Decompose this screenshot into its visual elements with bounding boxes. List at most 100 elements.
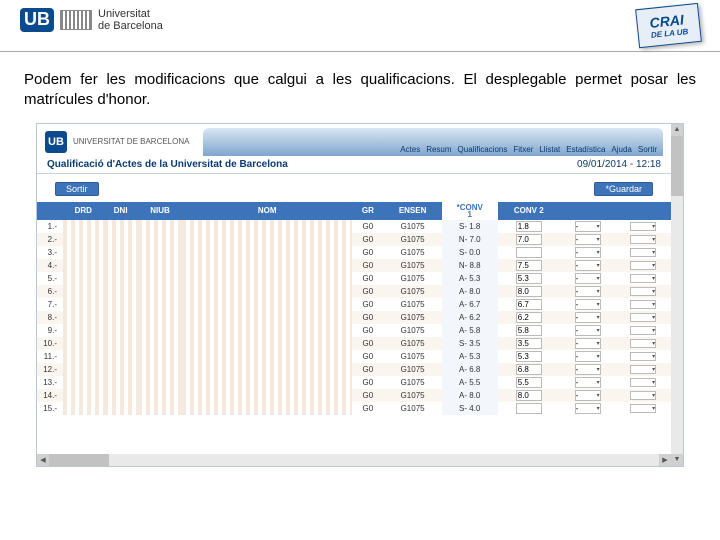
niub-cell: [138, 376, 182, 389]
honor-dropdown[interactable]: -: [575, 338, 601, 349]
grade-input[interactable]: [516, 312, 542, 323]
ub-logo-mark: UB: [20, 8, 54, 32]
row-index: 12.-: [37, 363, 63, 376]
drd-cell: [63, 272, 104, 285]
sortir-button[interactable]: Sortir: [55, 182, 99, 196]
row-index: 7.-: [37, 298, 63, 311]
drd-cell: [63, 324, 104, 337]
vertical-scrollbar[interactable]: ▲ ▼: [671, 124, 683, 466]
honor-dropdown[interactable]: -: [575, 273, 601, 284]
honor-dropdown[interactable]: -: [575, 260, 601, 271]
honor-cell: -: [560, 363, 616, 376]
grade-input[interactable]: [516, 273, 542, 284]
extra-dropdown[interactable]: [630, 235, 656, 244]
extra-dropdown[interactable]: [630, 404, 656, 413]
honor-cell: -: [560, 350, 616, 363]
honor-cell: -: [560, 233, 616, 246]
menu-item-fitxer[interactable]: Fitxer: [513, 145, 533, 154]
drd-cell: [63, 298, 104, 311]
scroll-left-arrow-icon[interactable]: ◀: [37, 454, 49, 466]
drd-cell: [63, 350, 104, 363]
scroll-right-arrow-icon[interactable]: ▶: [659, 454, 671, 466]
extra-dropdown[interactable]: [630, 326, 656, 335]
row-index: 8.-: [37, 311, 63, 324]
menu-item-estadística[interactable]: Estadística: [566, 145, 605, 154]
grade-input[interactable]: [516, 351, 542, 362]
menu-item-sortir[interactable]: Sortir: [638, 145, 657, 154]
nom-cell: [182, 389, 352, 402]
honor-dropdown[interactable]: -: [575, 221, 601, 232]
guardar-button[interactable]: *Guardar: [594, 182, 653, 196]
honor-dropdown[interactable]: -: [575, 286, 601, 297]
extra-dropdown[interactable]: [630, 378, 656, 387]
row-index: 13.-: [37, 376, 63, 389]
extra-dropdown[interactable]: [630, 287, 656, 296]
honor-dropdown[interactable]: -: [575, 390, 601, 401]
extra-dropdown[interactable]: [630, 222, 656, 231]
honor-dropdown[interactable]: -: [575, 312, 601, 323]
gr-cell: G0: [352, 285, 383, 298]
ensen-cell: G1075: [383, 350, 441, 363]
nom-cell: [182, 337, 352, 350]
menu-item-resum[interactable]: Resum: [426, 145, 451, 154]
menu-item-ajuda[interactable]: Ajuda: [611, 145, 631, 154]
honor-dropdown[interactable]: -: [575, 247, 601, 258]
grade-input[interactable]: [516, 403, 542, 414]
system-datetime: 09/01/2014 - 12:18: [577, 159, 661, 170]
extra-dropdown[interactable]: [630, 300, 656, 309]
extra-dropdown[interactable]: [630, 261, 656, 270]
menu-item-actes[interactable]: Actes: [400, 145, 420, 154]
grade-input[interactable]: [516, 338, 542, 349]
menu-item-qualificacions[interactable]: Qualificacions: [458, 145, 508, 154]
grade-input[interactable]: [516, 364, 542, 375]
honor-dropdown[interactable]: -: [575, 325, 601, 336]
honor-dropdown[interactable]: -: [575, 351, 601, 362]
honor-dropdown[interactable]: -: [575, 403, 601, 414]
honor-dropdown[interactable]: -: [575, 299, 601, 310]
title-strip: Qualificació d'Actes de la Universitat d…: [37, 156, 671, 174]
gr-cell: G0: [352, 259, 383, 272]
nom-cell: [182, 285, 352, 298]
top-menu-bar: Actes Resum Qualificacions Fitxer Llistat Est…: [203, 128, 663, 156]
grade-input[interactable]: [516, 247, 542, 258]
col-header: *CONV1: [442, 202, 498, 220]
grade-input[interactable]: [516, 325, 542, 336]
grade-input[interactable]: [516, 234, 542, 245]
grade-input[interactable]: [516, 390, 542, 401]
grade-input[interactable]: [516, 299, 542, 310]
grade-input[interactable]: [516, 260, 542, 271]
extra-dropdown[interactable]: [630, 313, 656, 322]
menu-item-llistat[interactable]: Llistat: [539, 145, 560, 154]
scroll-up-arrow-icon[interactable]: ▲: [671, 124, 683, 136]
vscroll-thumb[interactable]: [671, 136, 683, 196]
table-header-row: DRDDNINIUBNOMGRENSEN*CONV1CONV 2: [37, 202, 671, 220]
conv2-cell: [498, 298, 560, 311]
honor-cell: -: [560, 337, 616, 350]
extra-dropdown[interactable]: [630, 248, 656, 257]
col-header: [615, 202, 671, 220]
grade-input[interactable]: [516, 221, 542, 232]
niub-cell: [138, 311, 182, 324]
honor-dropdown[interactable]: -: [575, 234, 601, 245]
conv1-cell: N- 7.0: [442, 233, 498, 246]
dni-cell: [104, 337, 138, 350]
extra-cell: [615, 298, 671, 311]
conv2-cell: [498, 363, 560, 376]
horizontal-scrollbar[interactable]: ◀ ▶: [37, 454, 671, 466]
extra-dropdown[interactable]: [630, 339, 656, 348]
grade-input[interactable]: [516, 377, 542, 388]
honor-dropdown[interactable]: -: [575, 377, 601, 388]
extra-dropdown[interactable]: [630, 352, 656, 361]
honor-dropdown[interactable]: -: [575, 364, 601, 375]
honor-cell: -: [560, 298, 616, 311]
extra-dropdown[interactable]: [630, 391, 656, 400]
extra-dropdown[interactable]: [630, 274, 656, 283]
row-index: 1.-: [37, 220, 63, 233]
hscroll-thumb[interactable]: [49, 454, 109, 466]
extra-cell: [615, 272, 671, 285]
ub-name: Universitat de Barcelona: [98, 8, 163, 32]
grade-input[interactable]: [516, 286, 542, 297]
scroll-down-arrow-icon[interactable]: ▼: [671, 454, 683, 466]
extra-dropdown[interactable]: [630, 365, 656, 374]
niub-cell: [138, 337, 182, 350]
